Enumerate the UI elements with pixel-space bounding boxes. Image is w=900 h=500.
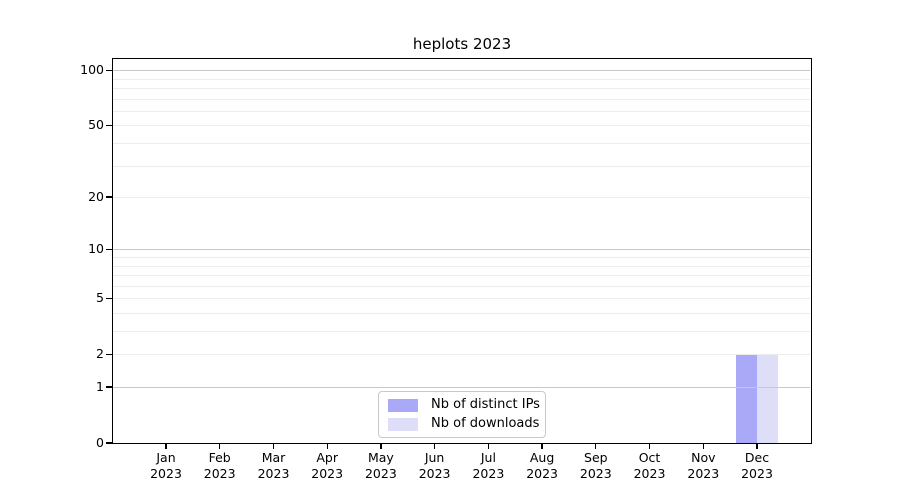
- gridline-minor: [113, 313, 810, 314]
- x-tick-label: Mar 2023: [234, 450, 314, 482]
- plot-area: [112, 58, 812, 444]
- y-tick-label: 2: [96, 346, 104, 362]
- x-tick-label-month: Apr: [316, 450, 338, 465]
- legend-entry: Nb of downloads: [388, 416, 539, 432]
- gridline-minor: [113, 165, 810, 167]
- x-tick-label-year: 2023: [257, 466, 290, 481]
- gridline-minor: [113, 110, 810, 112]
- x-tick-mark: [595, 443, 597, 449]
- legend-entry: Nb of distinct IPs: [388, 397, 540, 413]
- y-tick-mark: [106, 69, 113, 71]
- x-tick-label: Apr 2023: [287, 450, 367, 482]
- x-tick-mark: [702, 443, 704, 449]
- gridline-minor: [113, 197, 810, 199]
- x-tick-label: Feb 2023: [180, 450, 260, 482]
- y-tick-mark: [106, 442, 113, 444]
- x-tick-label-month: Oct: [638, 450, 661, 465]
- chart-title: heplots 2023: [412, 35, 512, 53]
- x-tick-mark: [648, 443, 651, 449]
- gridline-minor: [113, 125, 810, 127]
- gridline-major: [113, 249, 810, 251]
- y-tick-mark: [106, 196, 113, 198]
- y-tick-label: 20: [88, 189, 104, 205]
- x-tick-mark: [272, 443, 275, 449]
- x-tick-label-month: Jan: [156, 450, 176, 465]
- x-tick-label: Jan 2023: [126, 450, 206, 482]
- x-tick-label-year: 2023: [687, 466, 720, 481]
- plot-canvas: [113, 59, 810, 443]
- x-tick-label: Dec 2023: [717, 450, 797, 482]
- x-tick-label-year: 2023: [741, 466, 773, 481]
- gridline-major: [113, 70, 810, 72]
- x-tick-label-month: Sep: [584, 450, 608, 465]
- x-tick-label-month: May: [367, 450, 394, 465]
- gridline-minor: [113, 275, 810, 276]
- y-tick-mark: [106, 353, 113, 355]
- x-tick-mark: [380, 443, 382, 449]
- gridline-minor: [113, 257, 810, 258]
- legend-label: Nb of distinct IPs: [431, 397, 540, 412]
- y-tick-label: 5: [96, 290, 104, 306]
- x-tick-mark: [219, 443, 221, 449]
- y-tick-label: 50: [88, 117, 104, 133]
- x-tick-label-year: 2023: [364, 466, 397, 481]
- x-tick-label-month: Aug: [529, 450, 555, 465]
- legend-label: Nb of downloads: [431, 416, 540, 431]
- x-tick-label: Nov 2023: [663, 450, 743, 482]
- x-tick-mark: [487, 443, 490, 449]
- bar: [757, 354, 778, 443]
- y-tick-label: 100: [80, 62, 104, 78]
- y-tick-label: 1: [96, 379, 104, 394]
- x-tick-label-year: 2023: [472, 466, 505, 481]
- gridline-minor: [113, 78, 810, 80]
- x-tick-label: Aug 2023: [502, 450, 582, 482]
- legend-swatch: [388, 417, 418, 431]
- x-tick-label-year: 2023: [311, 466, 344, 481]
- y-tick-label: 0: [96, 435, 104, 450]
- legend: Nb of distinct IPs Nb of downloads: [378, 391, 546, 438]
- gridline-minor: [113, 265, 810, 267]
- gridline-major: [113, 387, 810, 388]
- gridline-minor: [113, 331, 810, 332]
- x-tick-label-year: 2023: [203, 466, 236, 481]
- x-tick-label: May 2023: [341, 450, 421, 482]
- gridline-minor: [113, 88, 810, 89]
- x-tick-label-month: Jun: [424, 450, 445, 465]
- x-tick-mark: [165, 443, 167, 449]
- legend-swatch: [388, 398, 418, 412]
- y-tick-mark: [106, 124, 113, 127]
- x-tick-label-year: 2023: [579, 466, 612, 481]
- x-tick-label: Oct 2023: [610, 450, 690, 482]
- x-tick-label: Jun 2023: [395, 450, 475, 482]
- x-tick-label-month: Nov: [691, 450, 716, 465]
- x-tick-mark: [433, 443, 436, 449]
- x-tick-mark: [326, 443, 328, 449]
- gridline-minor: [113, 98, 810, 100]
- x-tick-label-month: Dec: [744, 450, 770, 465]
- x-tick-label-month: Jul: [480, 450, 496, 465]
- x-tick-label-year: 2023: [633, 466, 666, 481]
- x-tick-label: Sep 2023: [556, 450, 636, 482]
- gridline-minor: [113, 285, 810, 287]
- y-tick-mark: [106, 248, 113, 250]
- x-tick-mark: [541, 443, 543, 449]
- x-tick-mark: [756, 443, 758, 449]
- x-tick-label-year: 2023: [150, 466, 182, 481]
- y-tick-mark: [106, 386, 113, 388]
- gridline-minor: [113, 143, 810, 144]
- x-tick-label-year: 2023: [418, 466, 451, 481]
- y-tick-label: 10: [88, 241, 104, 257]
- x-tick-label-month: Mar: [261, 450, 286, 465]
- y-tick-mark: [106, 297, 113, 299]
- gridline-minor: [113, 298, 810, 300]
- bar: [736, 354, 757, 443]
- x-tick-label-year: 2023: [526, 466, 558, 481]
- x-tick-label: Jul 2023: [448, 450, 528, 482]
- gridline-minor: [113, 354, 810, 356]
- x-tick-label-month: Feb: [208, 450, 231, 465]
